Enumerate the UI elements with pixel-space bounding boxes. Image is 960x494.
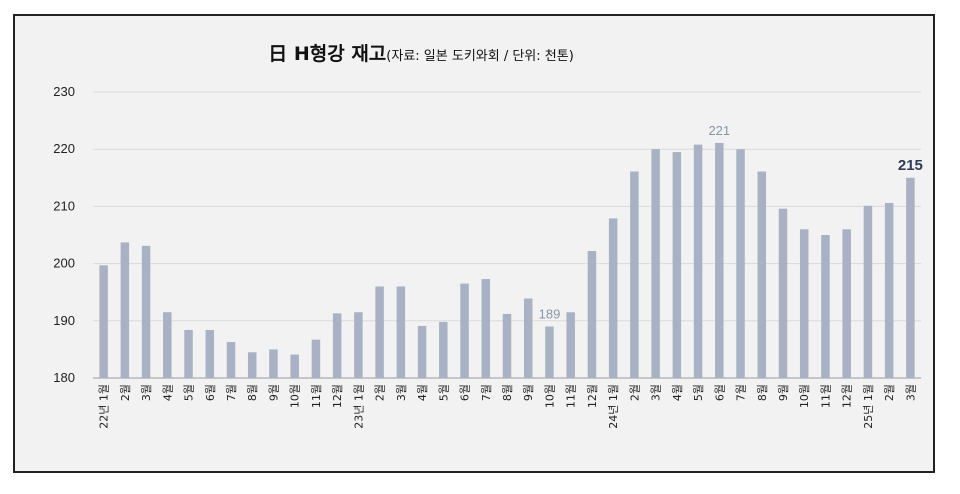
- chart-frame: 日 H형강 재고(자료: 일본 도키와회 / 단위: 천톤) 180 190 200…: [13, 14, 935, 473]
- bar: [99, 265, 108, 378]
- chart-title: 日 H형강 재고(자료: 일본 도키와회 / 단위: 천톤): [268, 43, 574, 65]
- x-tick-label: 7월: [735, 384, 748, 401]
- y-tick-label: 230: [53, 84, 75, 99]
- x-tick-label: 12월: [586, 384, 599, 408]
- x-tick-label: 4월: [671, 384, 684, 401]
- bar: [141, 245, 151, 378]
- bar: [821, 235, 830, 378]
- y-tick-label: 200: [53, 256, 75, 271]
- y-tick-label: 210: [53, 198, 75, 213]
- x-tick-label: 11월: [819, 384, 832, 408]
- x-tick-label: 6월: [204, 384, 217, 401]
- data-label: 189: [539, 307, 561, 322]
- bar: [481, 279, 491, 378]
- x-tick-label: 9월: [522, 384, 535, 401]
- x-tick-label: 2월: [374, 384, 387, 401]
- bar: [354, 312, 363, 378]
- x-tick-label: 2월: [883, 384, 896, 401]
- bar: [460, 283, 469, 378]
- x-tick-label: 11월: [310, 384, 323, 408]
- x-tick-label: 8월: [756, 384, 769, 401]
- x-tick-label: 12월: [331, 384, 344, 408]
- x-tick-label: 6월: [459, 384, 472, 401]
- x-tick-label: 3월: [650, 384, 663, 401]
- bar: [736, 149, 745, 378]
- bar: [842, 229, 851, 378]
- chart-svg: 日 H형강 재고(자료: 일본 도키와회 / 단위: 천톤) 180 190 200…: [53, 43, 923, 429]
- bar: [290, 354, 299, 378]
- x-tick-label: 5월: [437, 384, 450, 401]
- x-tick-label: 9월: [267, 384, 280, 401]
- x-tick-label: 6월: [713, 384, 726, 401]
- x-tick-label: 5월: [692, 384, 705, 401]
- bar: [226, 341, 236, 378]
- bar: [184, 329, 193, 378]
- x-tick-label: 4월: [161, 384, 174, 401]
- bar: [375, 286, 384, 378]
- bar: [120, 242, 130, 378]
- bar: [757, 171, 767, 378]
- bar: [332, 313, 342, 378]
- x-tick-label: 8월: [501, 384, 514, 401]
- bar: [587, 251, 597, 378]
- data-label: 215: [898, 157, 923, 174]
- bar: [630, 171, 639, 378]
- bar: [439, 321, 448, 378]
- bar: [863, 205, 873, 378]
- bar: [799, 229, 809, 378]
- x-tick-label: 23년 1월: [352, 384, 365, 429]
- bar: [672, 152, 682, 378]
- bar: [205, 329, 215, 378]
- x-tick-label: 8월: [246, 384, 259, 401]
- x-tick-label: 25년 1월: [862, 384, 875, 429]
- x-tick-label: 2월: [628, 384, 641, 401]
- x-tick-label: 2월: [119, 384, 132, 401]
- x-tick-label: 5월: [183, 384, 196, 401]
- x-tick-label: 7월: [480, 384, 493, 401]
- bar: [163, 312, 172, 378]
- bar: [396, 286, 406, 378]
- bar: [693, 144, 703, 378]
- x-tick-label: 3월: [395, 384, 408, 401]
- y-tick-label: 220: [53, 141, 75, 156]
- x-tick-label: 11월: [565, 384, 578, 408]
- bar: [545, 326, 554, 378]
- x-tick-label: 10월: [798, 384, 811, 408]
- bar: [523, 298, 533, 378]
- x-tick-label: 9월: [777, 384, 790, 401]
- bar: [778, 208, 788, 378]
- x-tick-label: 4월: [416, 384, 429, 401]
- x-tick-label: 10월: [289, 384, 302, 408]
- bar: [566, 312, 575, 378]
- data-label: 221: [708, 123, 730, 138]
- x-tick-label: 22년 1월: [98, 384, 111, 429]
- bar: [906, 177, 915, 378]
- bar: [651, 149, 660, 378]
- x-tick-label: 24년 1월: [607, 384, 620, 429]
- y-tick-label: 180: [53, 370, 75, 385]
- bar: [311, 339, 321, 378]
- chart-title-sub: (자료: 일본 도키와회 / 단위: 천톤): [386, 49, 573, 64]
- bar: [247, 352, 257, 378]
- y-tick-label: 190: [53, 313, 75, 328]
- x-tick-label: 12월: [841, 384, 854, 408]
- bar: [884, 202, 894, 378]
- x-tick-label: 10월: [543, 384, 556, 408]
- bar: [269, 349, 278, 378]
- bar: [608, 218, 618, 378]
- bar: [715, 142, 724, 378]
- bar: [502, 313, 512, 378]
- x-tick-label: 3월: [140, 384, 153, 401]
- x-tick-label: 3월: [904, 384, 917, 401]
- x-tick-label: 7월: [225, 384, 238, 401]
- bar: [417, 325, 427, 378]
- chart-title-main: 日 H형강 재고: [268, 43, 386, 65]
